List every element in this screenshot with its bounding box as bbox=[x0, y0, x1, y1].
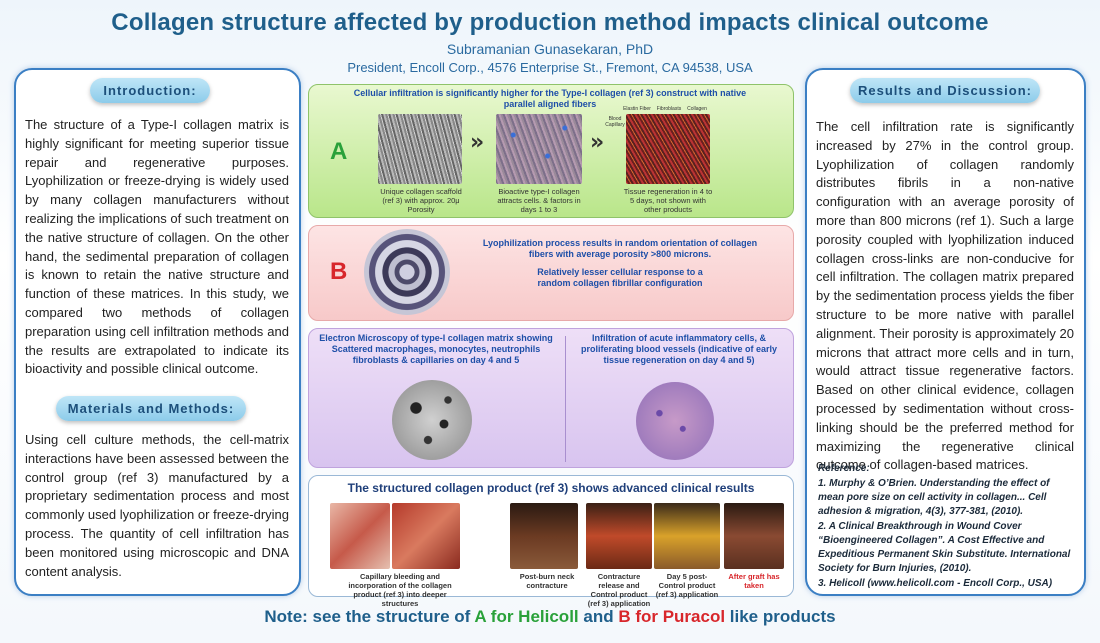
arrow-icon: » bbox=[590, 130, 605, 155]
poster-title: Collagen structure affected by productio… bbox=[111, 9, 989, 36]
clinical-photo-2 bbox=[392, 503, 460, 569]
author-affiliation: President, Encoll Corp., 4576 Enterprise… bbox=[347, 60, 753, 75]
clinical-caption-2: Post-burn neck contracture bbox=[519, 572, 575, 590]
label-blood-capillary: Blood Capillary bbox=[605, 116, 625, 128]
clinical-caption-1: Capillary bleeding and incorporation of … bbox=[348, 572, 452, 608]
lyophilized-collagen-image bbox=[364, 229, 450, 315]
results-text: The cell infiltration rate is significan… bbox=[816, 119, 1074, 473]
collagen-scaffold-image bbox=[378, 114, 462, 184]
clinical-caption-4: Day 5 post-Control product (ref 3) appli… bbox=[655, 572, 719, 599]
scaffold-caption: Unique collagen scaffold (ref 3) with ap… bbox=[380, 187, 462, 214]
clinical-caption-3: Contracture release and Control product … bbox=[587, 572, 651, 608]
note-middle: and bbox=[578, 607, 619, 626]
figure-c-caption-right: Infiltration of acute inflammatory cells… bbox=[580, 333, 778, 365]
arrow-icon: » bbox=[470, 130, 485, 155]
right-panel bbox=[805, 68, 1086, 596]
note-puracol: B for Puracol bbox=[618, 607, 726, 626]
clinical-photo-3 bbox=[510, 503, 578, 569]
bioactive-caption: Bioactive type-I collagen attracts cells… bbox=[497, 187, 581, 214]
introduction-text: The structure of a Type-I collagen matri… bbox=[25, 117, 289, 377]
label-fibroblasts: Fibroblasts bbox=[656, 106, 682, 112]
label-collagen: Collagen bbox=[687, 106, 707, 112]
figure-d-title: The structured collagen product (ref 3) … bbox=[347, 481, 755, 495]
reference-item: 3. Helicoll (www.helicoll.com - Encoll C… bbox=[818, 578, 1053, 589]
figure-c-divider bbox=[565, 336, 566, 462]
figure-b-caption-1: Lyophilization process results in random… bbox=[482, 238, 758, 259]
figure-c-box bbox=[308, 328, 794, 468]
electron-microscopy-image bbox=[392, 380, 472, 460]
reference-item: 2. A Clinical Breakthrough in Wound Cove… bbox=[818, 521, 1071, 574]
reference-heading: Reference: bbox=[818, 463, 870, 474]
left-panel bbox=[14, 68, 301, 596]
cell-attraction-image bbox=[496, 114, 582, 184]
note-prefix: Note: see the structure of bbox=[264, 607, 475, 626]
author-name: Subramanian Gunasekaran, PhD bbox=[446, 41, 654, 57]
tissue-regeneration-image bbox=[626, 114, 710, 184]
label-elastin-fiber: Elastin Fiber bbox=[623, 106, 651, 112]
figure-c-caption-left: Electron Microscopy of type-I collagen m… bbox=[319, 333, 553, 365]
results-heading: Results and Discussion: bbox=[850, 78, 1040, 103]
inflammatory-infiltration-image bbox=[636, 382, 714, 460]
regeneration-caption: Tissue regeneration in 4 to 5 days, not … bbox=[623, 187, 713, 214]
note-helicoll: A for Helicoll bbox=[474, 607, 579, 626]
clinical-photo-6 bbox=[724, 503, 784, 569]
note-suffix: like products bbox=[725, 607, 836, 626]
poster-header: Collagen structure affected by productio… bbox=[0, 0, 1100, 75]
introduction-heading: Introduction: bbox=[90, 78, 210, 103]
footer-note: Note: see the structure of A for Helicol… bbox=[0, 607, 1100, 627]
figure-b-caption-2: Relatively lesser cellular response to a… bbox=[537, 267, 703, 288]
clinical-caption-5: After graft has taken bbox=[728, 572, 780, 590]
methods-text: Using cell culture methods, the cell-mat… bbox=[25, 432, 289, 579]
figure-a-letter: A bbox=[330, 138, 348, 165]
reference-item: 1. Murphy & O’Brien. Understanding the e… bbox=[818, 478, 1050, 517]
figure-b-letter: B bbox=[330, 258, 348, 285]
clinical-photo-1 bbox=[330, 503, 390, 569]
figure-a-caption: Cellular infiltration is significantly h… bbox=[353, 88, 747, 109]
clinical-photo-5 bbox=[654, 503, 720, 569]
methods-heading: Materials and Methods: bbox=[56, 396, 246, 421]
clinical-photo-4 bbox=[586, 503, 652, 569]
reference-list: Reference: 1. Murphy & O’Brien. Understa… bbox=[818, 462, 1074, 592]
